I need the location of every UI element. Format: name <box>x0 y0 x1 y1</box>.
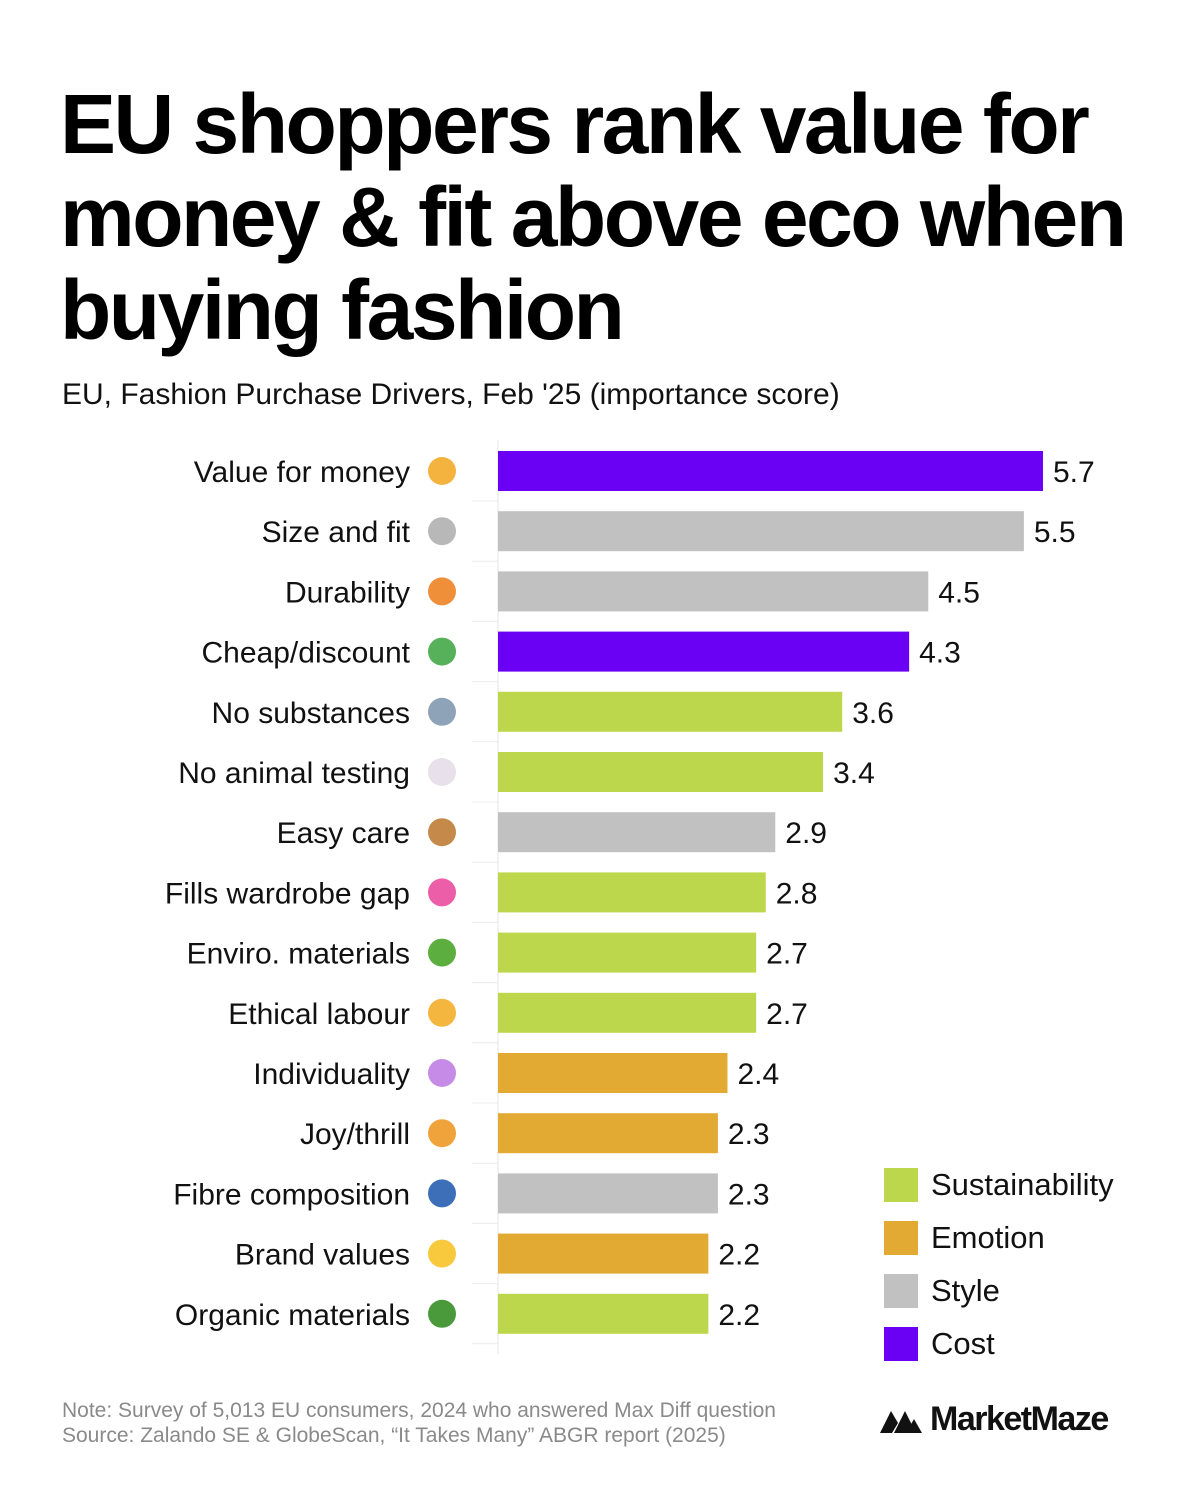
legend-swatch-style <box>884 1273 918 1308</box>
bar <box>498 872 766 913</box>
category-label: Size and fit <box>262 516 411 549</box>
category-label: Enviro. materials <box>187 938 410 971</box>
bar <box>498 1293 709 1334</box>
bar-value-label: 2.8 <box>776 877 818 910</box>
bar-value-label: 2.2 <box>718 1239 760 1272</box>
category-label: Cheap/discount <box>202 637 411 670</box>
category-label: Easy care <box>277 817 410 850</box>
legend: Sustainability Emotion Style Cost <box>884 1158 1114 1370</box>
coin-icon <box>428 457 456 485</box>
party-popper-icon <box>428 1119 456 1148</box>
category-label: Joy/thrill <box>300 1118 410 1151</box>
category-label: Ethical labour <box>228 998 410 1031</box>
legend-swatch-sustainability <box>884 1167 918 1202</box>
footer-notes: Note: Survey of 5,013 EU consumers, 2024… <box>62 1398 882 1448</box>
bar-value-label: 3.4 <box>833 757 875 790</box>
tshirt-icon <box>428 878 456 907</box>
thread-spool-icon <box>428 1179 456 1208</box>
money-wings-icon <box>428 637 456 666</box>
bar <box>498 1053 728 1093</box>
bar-value-label: 2.3 <box>728 1118 770 1151</box>
footer-source: Source: Zalando SE & GlobeScan, “It Take… <box>62 1424 726 1447</box>
legend-item-emotion: Emotion <box>884 1211 1114 1264</box>
legend-item-cost: Cost <box>884 1317 1114 1370</box>
chart-subtitle: EU, Fashion Purchase Drivers, Feb '25 (i… <box>62 378 840 411</box>
bar-value-label: 4.5 <box>938 576 980 609</box>
bar <box>498 1173 718 1214</box>
legend-label-sustainability: Sustainability <box>931 1166 1114 1202</box>
chart-title: EU shoppers rank value for money & fit a… <box>60 77 1127 357</box>
legend-swatch-cost <box>884 1326 918 1361</box>
legend-label-cost: Cost <box>931 1325 995 1361</box>
bar <box>498 511 1024 552</box>
category-label: No animal testing <box>178 757 410 790</box>
category-label: Fibre composition <box>173 1178 410 1211</box>
bar <box>498 571 929 612</box>
bar-value-label: 3.6 <box>852 697 894 730</box>
bar <box>498 1113 718 1154</box>
bar <box>498 752 824 792</box>
bar <box>498 1233 709 1274</box>
bar-value-label: 2.9 <box>785 817 827 850</box>
bar-value-label: 2.7 <box>766 998 808 1031</box>
legend-swatch-emotion <box>884 1220 918 1255</box>
marketmaze-logo-icon <box>880 1410 922 1433</box>
category-label: Durability <box>285 576 410 609</box>
bar-value-label: 2.3 <box>728 1178 770 1211</box>
bar-value-label: 5.7 <box>1053 456 1095 489</box>
bar <box>498 691 843 732</box>
bar-value-label: 2.7 <box>766 938 808 971</box>
category-label: Individuality <box>253 1058 410 1091</box>
brand-name: MarketMaze <box>930 1400 1109 1438</box>
bar-value-label: 5.5 <box>1034 516 1076 549</box>
category-label: Fills wardrobe gap <box>165 877 410 910</box>
bar-value-label: 4.3 <box>919 637 961 670</box>
broccoli-icon <box>428 1299 456 1328</box>
bar <box>498 451 1043 491</box>
ufo-icon <box>428 697 456 726</box>
category-label: Brand values <box>235 1239 410 1272</box>
basket-icon <box>428 818 456 847</box>
bar-value-label: 2.2 <box>718 1299 760 1332</box>
bar <box>498 812 776 853</box>
rabbit-icon <box>428 758 456 786</box>
legend-item-sustainability: Sustainability <box>884 1158 1114 1211</box>
legend-item-style: Style <box>884 1264 1114 1317</box>
weightlifter-icon <box>428 577 456 606</box>
category-label: Organic materials <box>175 1299 410 1332</box>
bar-chart: 5.7 Value for money 5.5 Size and fit 4.5 Dura… <box>165 440 1095 1354</box>
bar <box>498 631 910 672</box>
brand: MarketMaze <box>880 1400 1109 1439</box>
bar-value-label: 2.4 <box>737 1058 779 1091</box>
unicorn-icon <box>428 1059 456 1087</box>
category-label: Value for money <box>194 456 410 489</box>
bar <box>498 992 757 1033</box>
seedling-icon <box>428 938 456 967</box>
ruler-icon <box>428 517 456 546</box>
footer-note: Note: Survey of 5,013 EU consumers, 2024… <box>62 1399 776 1422</box>
handshake-icon <box>428 998 456 1027</box>
category-label: No substances <box>212 697 410 730</box>
sparkle-star-icon <box>428 1239 456 1268</box>
legend-label-style: Style <box>931 1272 1000 1308</box>
legend-label-emotion: Emotion <box>931 1219 1045 1255</box>
bar <box>498 932 757 973</box>
